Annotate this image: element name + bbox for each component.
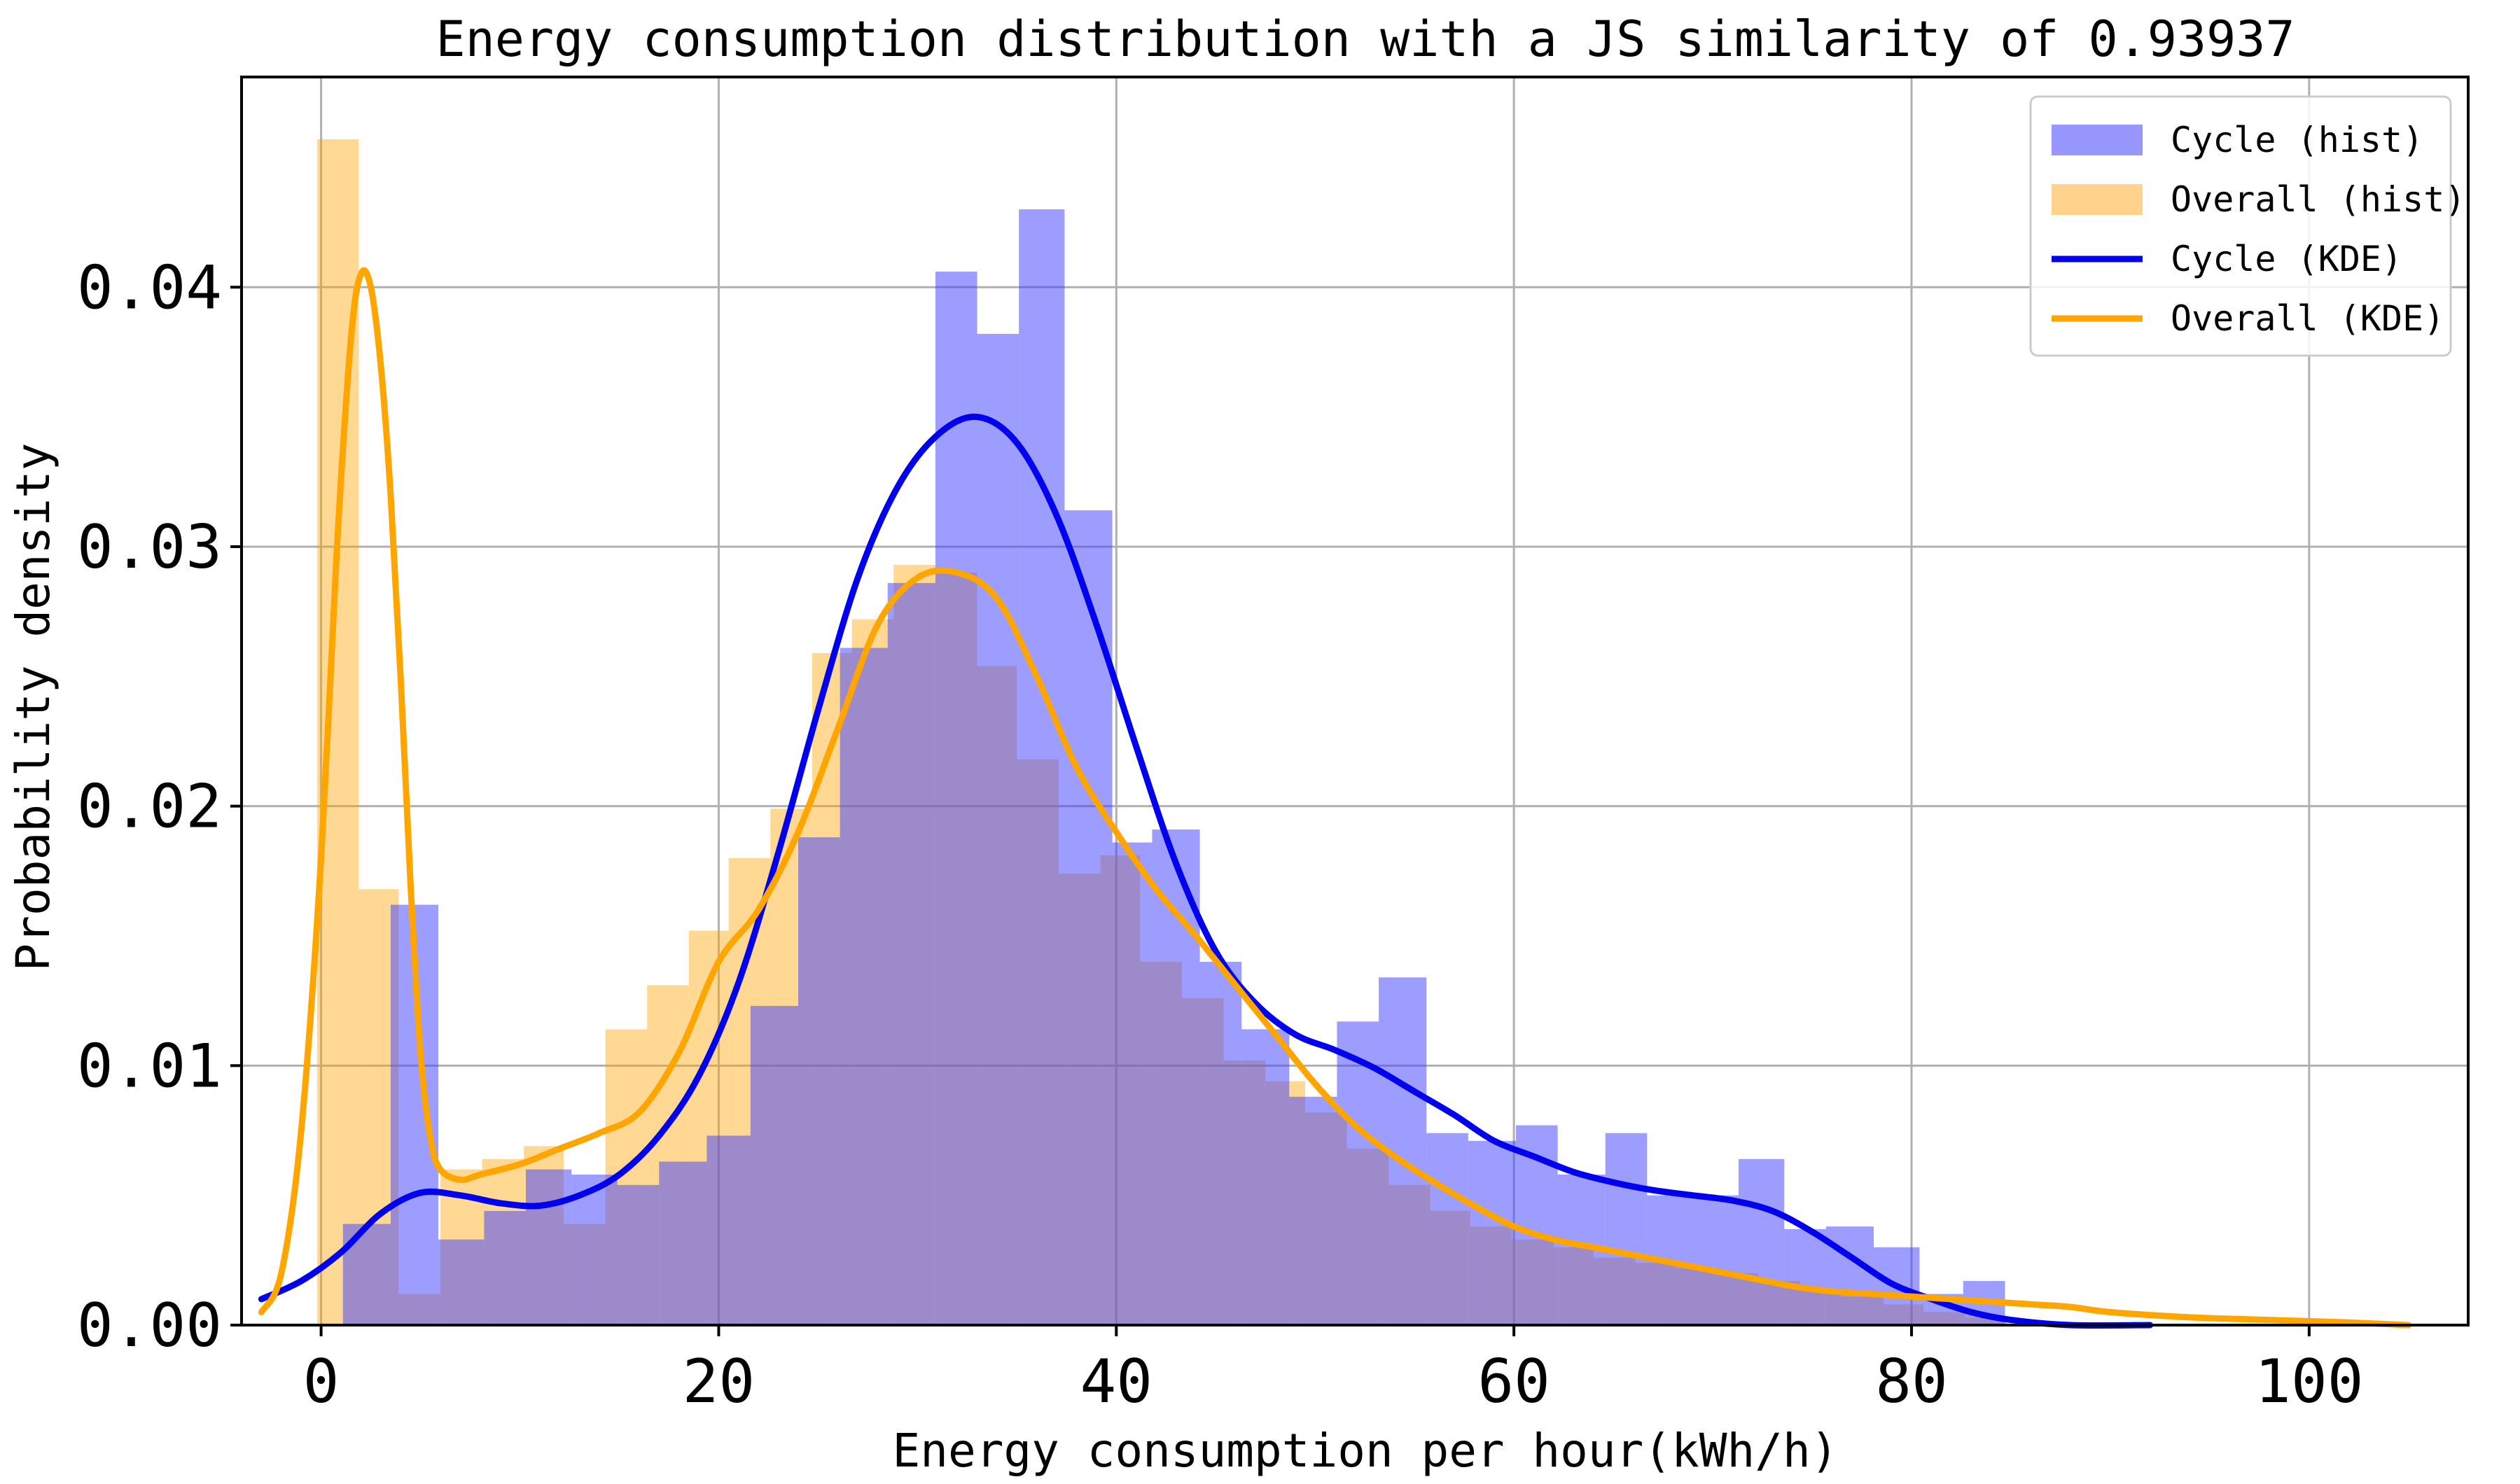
x-tick-label: 80	[1875, 1347, 1948, 1417]
kde-line-overall-kde	[258, 267, 2412, 1329]
histogram-bar	[484, 1210, 527, 1325]
legend-label: Cycle (hist)	[2171, 120, 2423, 160]
y-tick-label: 0.01	[77, 1031, 222, 1101]
histogram-bar	[1605, 1133, 1648, 1325]
histogram-bar	[1468, 1140, 1516, 1325]
y-tick-label: 0.04	[77, 253, 222, 323]
kde-curves	[258, 267, 2412, 1329]
histogram-bar	[935, 272, 977, 1326]
histogram-bar	[1019, 209, 1065, 1325]
x-tick-label: 20	[683, 1347, 756, 1417]
histogram-bar	[1784, 1228, 1826, 1325]
histogram-bar	[1241, 1029, 1290, 1325]
histogram-bar	[1337, 1021, 1379, 1325]
x-tick-label: 40	[1080, 1347, 1153, 1417]
x-tick-label: 60	[1477, 1347, 1550, 1417]
legend-label: Overall (hist)	[2171, 179, 2465, 220]
y-tick-label: 0.00	[77, 1291, 222, 1361]
kde-line-cycle-kde	[258, 413, 2154, 1329]
axis-ticks: 0 20 40 60 80 100 0.00 0.01 0.02 0.03 0.04	[77, 253, 2364, 1417]
histogram-bar	[1199, 962, 1242, 1325]
legend-swatch-patch	[2052, 125, 2143, 155]
histogram-bar	[659, 1161, 707, 1325]
histogram-bar	[438, 1239, 485, 1325]
y-axis-label: Probability density	[6, 443, 60, 972]
y-tick-label: 0.02	[77, 772, 222, 842]
histogram-bar	[977, 333, 1019, 1325]
x-tick-label: 100	[2255, 1347, 2363, 1417]
legend-box	[2029, 95, 2452, 357]
y-tick-label: 0.03	[77, 512, 222, 582]
histogram-bar	[1426, 1133, 1468, 1325]
histogram-bar	[1112, 842, 1153, 1325]
x-axis-label: Energy consumption per hour(kWh/h)	[892, 1424, 1838, 1478]
histogram-bar	[706, 1135, 751, 1325]
histogram-bar	[1289, 1096, 1337, 1325]
histogram-bar	[798, 837, 840, 1325]
histogram-bar	[571, 1175, 618, 1325]
histogram-bar	[342, 1224, 391, 1325]
histogram-bars	[316, 139, 2007, 1326]
histogram-cycle-hist	[342, 209, 2005, 1326]
histogram-bar	[1825, 1226, 1874, 1325]
chart-title: Energy consumption distribution with a J…	[436, 10, 2295, 68]
legend-swatch-patch	[2052, 184, 2143, 215]
histogram-bar	[1738, 1158, 1785, 1325]
histogram-bar	[617, 1184, 660, 1325]
x-tick-label: 0	[303, 1347, 340, 1417]
histogram-bar	[887, 582, 935, 1325]
histogram-bar	[526, 1169, 572, 1325]
legend-label: Overall (KDE)	[2171, 298, 2444, 339]
legend-label: Cycle (KDE)	[2171, 239, 2402, 279]
histogram-bar	[1064, 510, 1113, 1326]
histogram-bar	[1694, 1195, 1739, 1325]
plot-area-frame	[240, 76, 2470, 1326]
legend: Cycle (hist) Overall (hist) Cycle (KDE) Ove…	[2029, 95, 2465, 357]
histogram-bar	[750, 1006, 798, 1325]
histogram-bar	[840, 648, 888, 1325]
